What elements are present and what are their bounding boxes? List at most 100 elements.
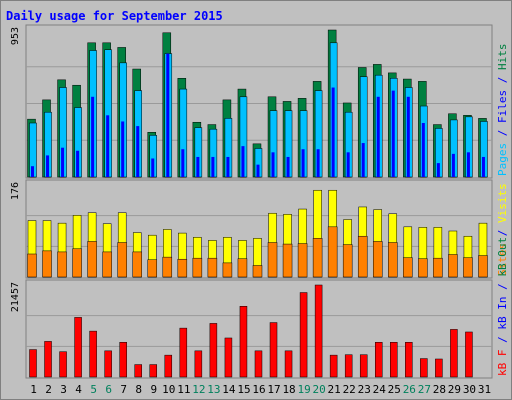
bar-pages-day-31 [481, 156, 485, 177]
panel-2: 176 Sites / Visits [10, 179, 509, 279]
bar-sites-day-29 [448, 254, 458, 278]
legend-label: kB F / kB In / kB Out [496, 237, 509, 376]
bar-sites-day-14 [222, 262, 233, 278]
day-label-20: 20 [313, 383, 326, 396]
day-label-26: 26 [403, 383, 416, 396]
bar-kbytes-day-21 [329, 354, 338, 378]
bar-pages-day-26 [406, 96, 410, 177]
bar-pages-day-30 [466, 152, 470, 177]
day-label-28: 28 [433, 383, 446, 396]
bar-pages-day-8 [136, 126, 140, 177]
bar-kbytes-day-5 [89, 330, 97, 378]
bar-pages-day-11 [181, 149, 185, 177]
bar-pages-day-16 [256, 164, 260, 177]
bar-sites-day-31 [478, 255, 488, 278]
bar-sites-day-20 [312, 238, 323, 278]
day-label-17: 17 [267, 383, 280, 396]
bar-kbytes-day-23 [359, 354, 368, 378]
day-label-15: 15 [237, 383, 250, 396]
bar-kbytes-day-10 [164, 354, 173, 378]
bar-pages-day-4 [76, 150, 80, 177]
bar-sites-day-25 [388, 242, 398, 278]
bar-pages-day-7 [121, 121, 125, 177]
day-label-23: 23 [358, 383, 371, 396]
day-label-21: 21 [328, 383, 341, 396]
bar-pages-day-13 [211, 156, 215, 177]
bar-pages-day-6 [106, 115, 110, 177]
bar-sites-day-5 [87, 241, 97, 278]
bar-kbytes-day-9 [149, 364, 158, 378]
bar-pages-day-5 [91, 96, 95, 177]
bar-pages-day-14 [226, 156, 230, 177]
bar-kbytes-day-8 [134, 364, 142, 378]
day-label-27: 27 [418, 383, 431, 396]
bar-kbytes-day-6 [104, 350, 112, 378]
day-label-8: 8 [135, 383, 142, 396]
bar-kbytes-day-3 [59, 351, 67, 378]
bar-sites-day-9 [147, 259, 158, 278]
bar-kbytes-day-2 [44, 341, 52, 378]
panel-3: 21457 kB F / kB In / kB Out [10, 237, 509, 379]
bar-sites-day-15 [237, 258, 248, 278]
bar-sites-day-13 [207, 257, 218, 278]
bar-kbytes-day-16 [254, 350, 263, 378]
bar-pages-day-17 [271, 152, 275, 177]
bar-kbytes-day-13 [209, 323, 218, 378]
bar-kbytes-day-12 [194, 350, 203, 378]
bar-sites-day-30 [463, 257, 473, 278]
bar-pages-day-15 [241, 146, 245, 177]
day-label-19: 19 [297, 383, 310, 396]
bar-sites-day-19 [297, 243, 308, 278]
bar-kbytes-day-7 [119, 342, 127, 378]
bar-kbytes-day-1 [29, 349, 37, 378]
bar-sites-day-23 [357, 235, 368, 278]
bar-sites-day-28 [433, 257, 443, 278]
bar-kbytes-day-18 [284, 350, 293, 378]
y-max-label: 176 [10, 182, 21, 200]
bar-kbytes-day-29 [450, 329, 458, 378]
day-label-30: 30 [463, 383, 476, 396]
bar-pages-day-29 [451, 153, 455, 177]
bar-pages-day-20 [316, 149, 320, 177]
bar-kbytes-day-26 [405, 342, 413, 378]
day-label-13: 13 [207, 383, 220, 396]
day-label-31: 31 [478, 383, 491, 396]
bar-kbytes-day-11 [179, 327, 188, 378]
bar-pages-day-3 [61, 147, 65, 177]
bar-sites-day-8 [132, 251, 142, 278]
y-max-label: 21457 [10, 282, 21, 312]
bar-pages-day-22 [346, 152, 350, 177]
bar-pages-day-28 [436, 163, 440, 177]
bar-kbytes-day-15 [239, 306, 248, 378]
bar-sites-day-4 [72, 248, 82, 278]
bar-pages-day-12 [196, 156, 200, 177]
bar-sites-day-18 [282, 243, 293, 278]
bar-pages-day-23 [361, 143, 365, 177]
bar-pages-day-1 [31, 166, 34, 177]
bar-kbytes-day-30 [465, 331, 473, 378]
y-max-label: 953 [10, 27, 21, 45]
day-axis: 1 2 3 4 5 6 7 8 9 10 11 12 13 14 15 16 17 18 19 20 21 22 23 24 2… [30, 383, 491, 396]
bar-pages-day-9 [151, 158, 155, 177]
bar-pages-day-24 [376, 96, 380, 177]
day-label-14: 14 [222, 383, 236, 396]
day-label-29: 29 [448, 383, 461, 396]
bar-sites-day-12 [192, 257, 203, 278]
day-label-10: 10 [162, 383, 175, 396]
day-label-16: 16 [252, 383, 265, 396]
bar-sites-day-11 [177, 258, 188, 278]
bar-kbytes-day-25 [390, 342, 398, 378]
bar-sites-day-1 [27, 253, 37, 278]
bar-pages-day-25 [391, 90, 395, 177]
bar-sites-day-7 [117, 242, 127, 278]
legend-label: Sites / Visits [496, 183, 509, 276]
day-label-11: 11 [177, 383, 190, 396]
bar-kbytes-day-22 [344, 354, 353, 378]
bar-sites-day-27 [418, 258, 428, 278]
bar-sites-day-10 [162, 256, 173, 278]
bar-kbytes-day-20 [314, 284, 323, 378]
bar-pages-day-18 [286, 156, 290, 177]
bar-sites-day-17 [267, 242, 278, 278]
bar-sites-day-26 [403, 257, 413, 278]
